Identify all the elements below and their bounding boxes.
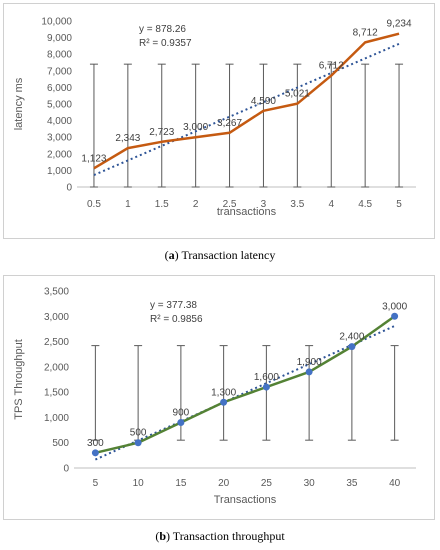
- y-axis-title: latency ms: [13, 77, 25, 130]
- data-point: [305, 368, 313, 376]
- series-line: [95, 315, 396, 455]
- series-line: [93, 32, 400, 170]
- x-tick-label: 30: [304, 478, 316, 489]
- caption-throughput: (b) Transaction throughput: [155, 529, 285, 543]
- x-tick-label: 35: [346, 478, 358, 489]
- y-tick-label: 2,500: [44, 337, 69, 348]
- y-tick-label: 4,000: [47, 116, 72, 127]
- y-tick-label: 0: [63, 464, 69, 475]
- data-point: [177, 418, 185, 426]
- trendline-r-squared: R² = 0.9856: [150, 314, 203, 325]
- x-tick-label: 2: [193, 199, 199, 210]
- data-label: 1,900: [297, 357, 322, 368]
- y-tick-label: 500: [52, 438, 69, 449]
- data-label: 300: [87, 438, 104, 449]
- data-label: 3,267: [217, 118, 242, 129]
- latency-chart: 0 1,000 2,000 3,000 4,000 5,000 6,000 7,000 8,00…: [13, 17, 416, 218]
- x-tick-label: 1.5: [155, 199, 169, 210]
- trendline: [93, 42, 400, 176]
- data-point: [391, 312, 399, 320]
- y-tick-label: 10,000: [41, 17, 72, 28]
- x-tick-label: 15: [175, 478, 187, 489]
- data-point: [262, 383, 270, 391]
- y-tick-label: 1,000: [44, 413, 69, 424]
- y-tick-label: 3,000: [44, 312, 69, 323]
- trendline-equation: y = 377.38: [150, 300, 197, 311]
- data-label: 900: [173, 407, 190, 418]
- data-label: 6,712: [319, 61, 344, 72]
- data-label: 2,400: [339, 332, 364, 343]
- caption-latency: (a) Transaction latency: [164, 248, 276, 262]
- y-tick-label: 2,000: [47, 149, 72, 160]
- x-tick-label: 10: [133, 478, 145, 489]
- x-tick-label: 5: [396, 199, 402, 210]
- x-tick-label: 3.5: [290, 199, 304, 210]
- data-label: 8,712: [353, 27, 378, 38]
- trendline-r-squared: R² = 0.9357: [139, 38, 192, 49]
- data-label: 2,343: [115, 133, 140, 144]
- data-label: 1,300: [211, 387, 236, 398]
- data-label: 1,123: [81, 153, 106, 164]
- data-label: 3,000: [382, 301, 407, 312]
- x-tick-label: 4.5: [358, 199, 372, 210]
- y-tick-label: 3,000: [47, 133, 72, 144]
- x-tick-label: 0.5: [87, 199, 101, 210]
- x-tick-label: 3: [261, 199, 267, 210]
- data-point: [348, 343, 356, 351]
- data-label: 1,600: [254, 372, 279, 383]
- data-point: [220, 398, 228, 406]
- y-tick-label: 6,000: [47, 83, 72, 94]
- y-tick-label: 0: [66, 183, 72, 194]
- x-tick-label: 40: [389, 478, 401, 489]
- data-label: 4,590: [251, 96, 276, 107]
- data-label: 3,000: [183, 122, 208, 133]
- y-axis-title: TPS Throughput: [13, 339, 25, 420]
- y-tick-label: 7,000: [47, 66, 72, 77]
- y-tick-label: 2,000: [44, 362, 69, 373]
- y-tick-label: 1,000: [47, 166, 72, 177]
- x-axis-title: transactions: [217, 206, 277, 218]
- data-point: [134, 439, 142, 447]
- throughput-chart: 0 500 1,000 1,500 2,000 2,500 3,000 3,500 5 10 15 2…: [13, 287, 416, 506]
- chart-panel-throughput: 0 500 1,000 1,500 2,000 2,500 3,000 3,500 5 10 15 2…: [3, 275, 435, 520]
- data-label: 2,723: [149, 127, 174, 138]
- x-tick-label: 4: [328, 199, 334, 210]
- data-label: 500: [130, 428, 147, 439]
- x-tick-label: 25: [261, 478, 273, 489]
- data-label: 5,021: [285, 89, 310, 100]
- x-tick-label: 1: [125, 199, 131, 210]
- data-point: [91, 449, 99, 457]
- x-tick-label: 2.5: [223, 199, 237, 210]
- y-tick-label: 5,000: [47, 100, 72, 111]
- y-tick-label: 3,500: [44, 287, 69, 298]
- x-axis-title: Transactions: [214, 494, 277, 506]
- chart-panel-latency: 0 1,000 2,000 3,000 4,000 5,000 6,000 7,000 8,00…: [3, 3, 435, 239]
- y-tick-label: 1,500: [44, 388, 69, 399]
- x-tick-label: 20: [218, 478, 230, 489]
- x-tick-label: 5: [93, 478, 99, 489]
- data-label: 9,234: [387, 19, 412, 30]
- y-tick-label: 9,000: [47, 33, 72, 44]
- trendline-equation: y = 878.26: [139, 24, 186, 35]
- y-tick-label: 8,000: [47, 50, 72, 61]
